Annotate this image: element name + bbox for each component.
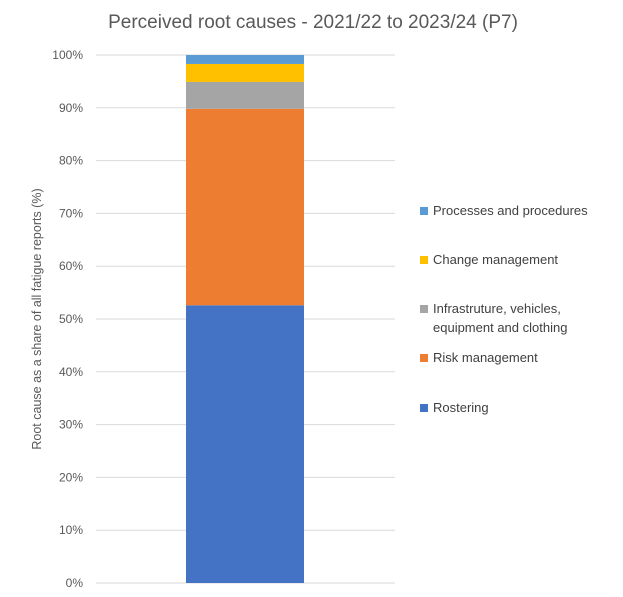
legend-label: equipment and clothing xyxy=(433,320,567,335)
bar-segment-processes-and-procedures xyxy=(186,55,304,64)
bar-segment-infrastruture-vehicles-equipment-and-clothing xyxy=(186,81,304,109)
y-tick-label: 20% xyxy=(59,470,83,484)
legend-label: Risk management xyxy=(433,350,538,365)
legend: Processes and procedures Change managemen… xyxy=(420,203,588,415)
y-tick-label: 90% xyxy=(59,101,83,115)
legend-swatch xyxy=(420,404,428,412)
bar-segment-change-management xyxy=(186,63,304,82)
y-tick-label: 100% xyxy=(52,48,83,62)
y-tick-label: 80% xyxy=(59,154,83,168)
y-axis-title: Root cause as a share of all fatigue rep… xyxy=(30,188,44,449)
y-tick-label: 10% xyxy=(59,523,83,537)
y-tick-label: 30% xyxy=(59,418,83,432)
y-tick-label: 40% xyxy=(59,365,83,379)
bar-segment-risk-management xyxy=(186,108,304,306)
bar-segment-rostering xyxy=(186,305,304,583)
chart-title: Perceived root causes - 2021/22 to 2023/… xyxy=(108,12,518,33)
y-tick-label: 70% xyxy=(59,206,83,220)
y-tick-label: 50% xyxy=(59,312,83,326)
legend-label: Processes and procedures xyxy=(433,203,588,218)
y-axis-ticks: 0% 10% 20% 30% 40% 50% 60% 70% 80% 90% 100% xyxy=(52,48,83,590)
stacked-bars xyxy=(186,55,304,583)
legend-swatch xyxy=(420,207,428,215)
legend-swatch xyxy=(420,354,428,362)
legend-swatch xyxy=(420,256,428,264)
y-tick-label: 60% xyxy=(59,259,83,273)
legend-label: Infrastruture, vehicles, xyxy=(433,301,561,316)
legend-label: Change management xyxy=(433,252,558,267)
legend-label: Rostering xyxy=(433,400,489,415)
y-tick-label: 0% xyxy=(66,576,84,590)
legend-swatch xyxy=(420,305,428,313)
